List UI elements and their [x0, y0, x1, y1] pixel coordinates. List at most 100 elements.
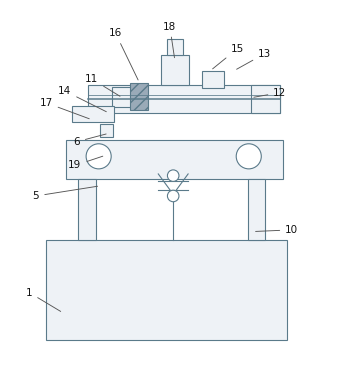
Point — [237, 84, 243, 90]
Point — [227, 91, 233, 97]
Point — [258, 103, 264, 109]
Point — [243, 86, 249, 92]
Point — [140, 94, 145, 100]
Point — [113, 105, 119, 111]
Point — [247, 91, 252, 97]
Point — [106, 88, 111, 94]
Point — [255, 108, 261, 114]
Point — [186, 84, 191, 90]
Text: 11: 11 — [85, 74, 120, 96]
Point — [121, 104, 127, 110]
Point — [251, 105, 257, 111]
Point — [112, 103, 118, 109]
Point — [96, 96, 102, 102]
Point — [214, 94, 220, 100]
Point — [168, 102, 173, 108]
Point — [200, 108, 206, 114]
Point — [94, 94, 99, 100]
Point — [202, 99, 208, 105]
Point — [149, 87, 155, 93]
Point — [181, 100, 187, 106]
Point — [221, 96, 227, 102]
Point — [240, 97, 246, 103]
Point — [189, 93, 195, 99]
Point — [239, 104, 245, 110]
Point — [155, 105, 161, 111]
Point — [130, 93, 135, 99]
Point — [274, 91, 279, 97]
Point — [243, 97, 248, 103]
Point — [228, 86, 234, 92]
Point — [113, 86, 118, 92]
Point — [139, 99, 145, 105]
Point — [113, 99, 118, 105]
Point — [182, 86, 187, 92]
Point — [108, 98, 113, 104]
Point — [211, 86, 216, 92]
Bar — [88, 85, 280, 113]
Point — [187, 93, 193, 99]
Point — [127, 95, 133, 101]
Point — [229, 104, 235, 110]
Point — [123, 92, 128, 98]
Point — [269, 96, 274, 102]
Point — [213, 102, 219, 108]
Point — [244, 96, 249, 102]
Point — [105, 86, 110, 92]
Point — [165, 106, 170, 112]
Point — [233, 95, 239, 101]
Point — [155, 88, 160, 94]
Point — [192, 109, 198, 115]
Point — [184, 108, 189, 114]
Point — [182, 107, 187, 113]
Bar — [100, 124, 113, 137]
Point — [132, 108, 138, 114]
Point — [92, 96, 97, 102]
Point — [139, 93, 145, 99]
Point — [97, 99, 103, 105]
Point — [171, 88, 177, 94]
Point — [265, 100, 271, 106]
Point — [157, 94, 163, 100]
Point — [269, 87, 274, 93]
Point — [199, 88, 204, 94]
Circle shape — [167, 170, 179, 182]
Point — [259, 104, 264, 110]
Point — [186, 103, 191, 109]
Point — [140, 107, 146, 113]
Point — [131, 86, 136, 92]
Point — [214, 85, 220, 91]
Point — [167, 107, 173, 113]
Point — [155, 107, 161, 113]
Point — [167, 99, 172, 105]
Point — [140, 93, 146, 99]
Point — [254, 102, 260, 108]
Point — [233, 102, 239, 108]
Point — [226, 94, 231, 100]
Text: 15: 15 — [213, 44, 244, 69]
Point — [180, 85, 185, 91]
Point — [261, 105, 267, 111]
Point — [89, 96, 95, 102]
Point — [202, 85, 207, 91]
Point — [226, 87, 232, 93]
Bar — [112, 87, 131, 107]
Point — [189, 89, 195, 95]
Point — [265, 96, 271, 102]
Point — [267, 100, 273, 106]
Point — [126, 97, 131, 103]
Point — [270, 97, 275, 103]
Point — [138, 103, 143, 109]
Point — [149, 104, 154, 110]
Point — [211, 99, 217, 105]
Bar — [130, 83, 148, 110]
Point — [109, 87, 115, 93]
Point — [143, 97, 149, 103]
Point — [227, 100, 232, 106]
Text: 19: 19 — [68, 156, 103, 171]
Point — [181, 88, 186, 94]
Point — [99, 106, 104, 112]
Point — [88, 91, 93, 97]
Point — [195, 103, 201, 109]
Point — [133, 93, 139, 99]
